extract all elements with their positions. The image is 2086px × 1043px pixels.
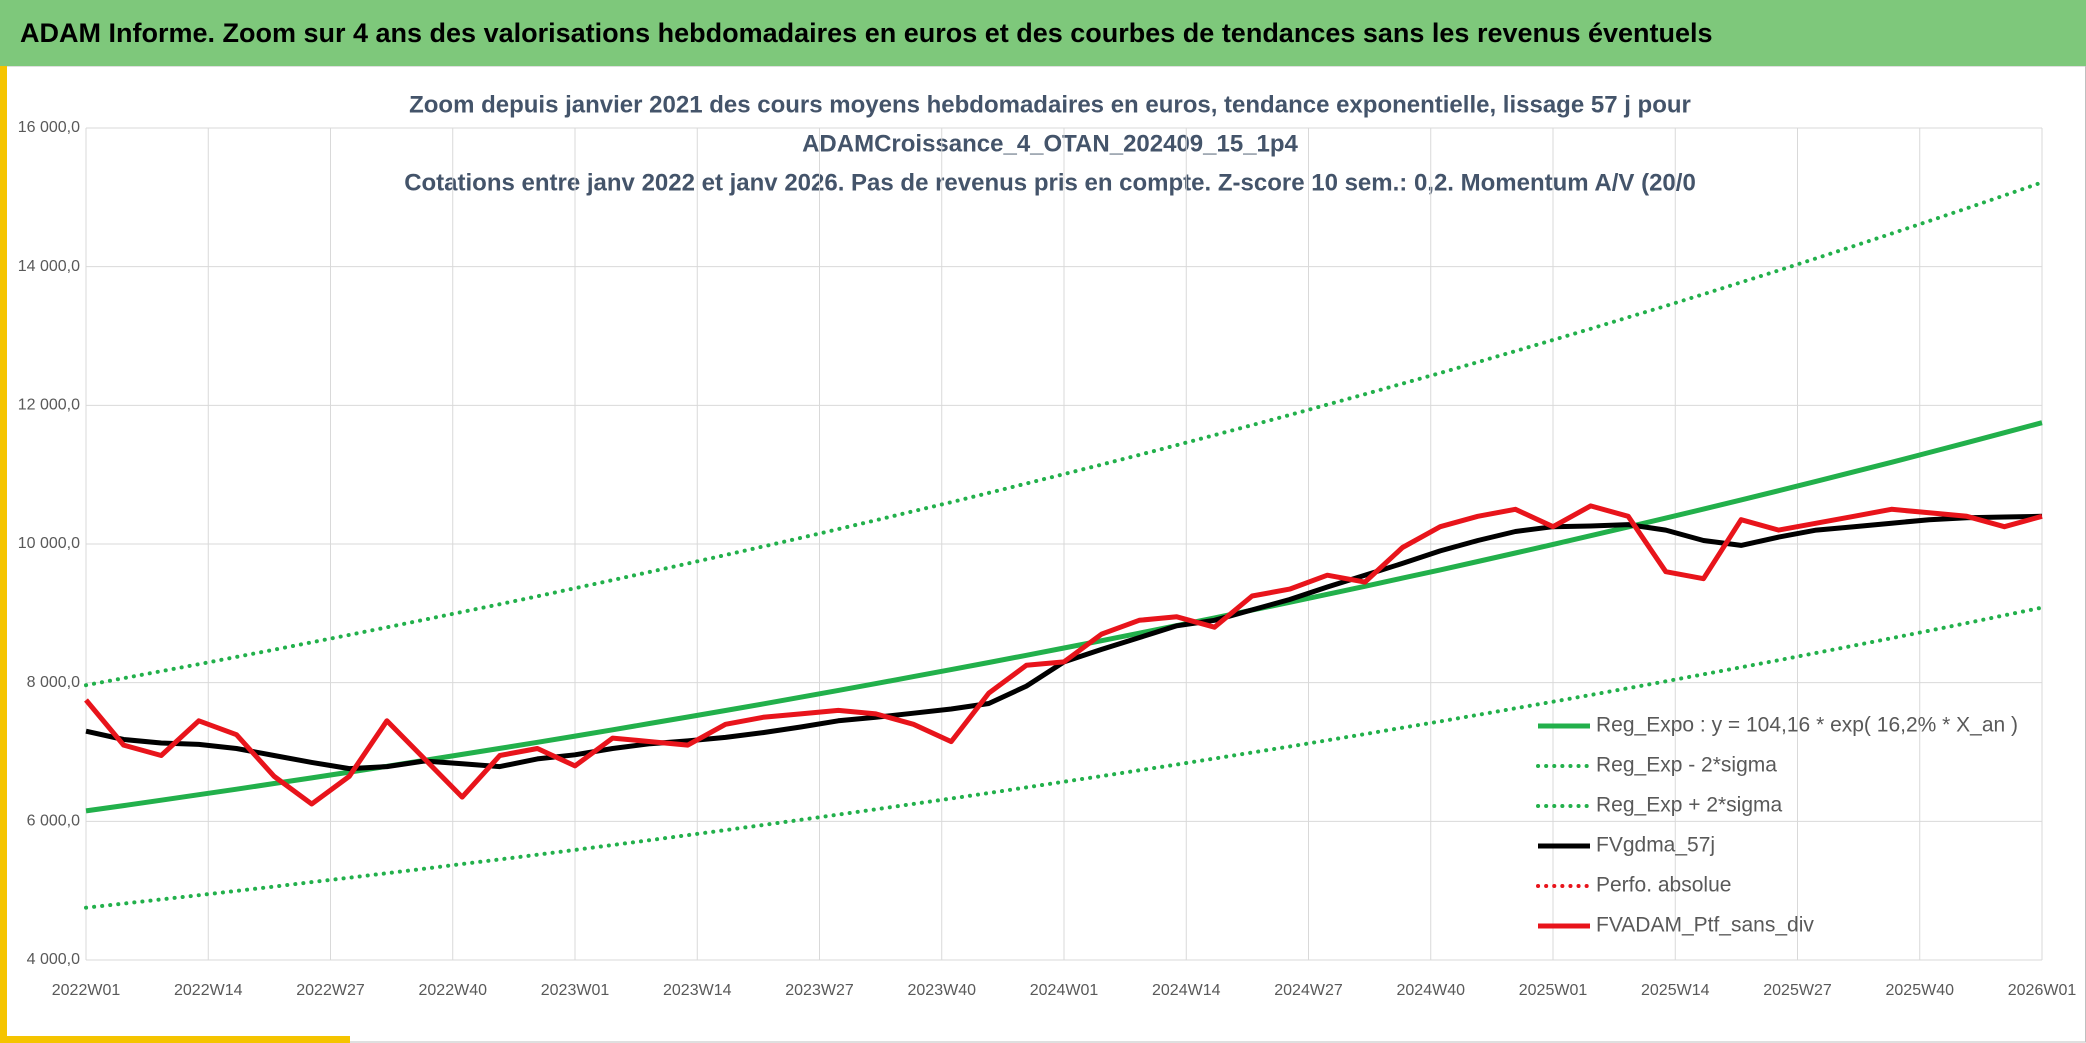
accent-bottom [0,1036,350,1043]
y-tick-label: 10 000,0 [18,535,80,552]
x-tick-label: 2023W14 [663,982,732,999]
header-title: ADAM Informe. Zoom sur 4 ans des valoris… [20,18,1713,48]
legend-label: Reg_Expo : y = 104,16 * exp( 16,2% * X_a… [1596,714,2018,737]
x-tick-label: 2022W14 [174,982,243,999]
x-tick-label: 2022W40 [419,982,488,999]
legend-label: Reg_Exp - 2*sigma [1596,754,1777,777]
header-bar [0,0,2086,66]
chart-title: ADAMCroissance_4_OTAN_202409_15_1p4 [802,130,1298,157]
x-tick-label: 2022W27 [296,982,365,999]
x-tick-label: 2024W40 [1397,982,1466,999]
legend-label: Perfo. absolue [1596,874,1731,897]
y-tick-label: 8 000,0 [27,674,80,691]
y-tick-label: 4 000,0 [27,951,80,968]
chart-title: Cotations entre janv 2022 et janv 2026. … [404,169,1696,196]
series-line [84,503,2043,807]
x-tick-label: 2023W40 [908,982,977,999]
x-tick-label: 2023W01 [541,982,610,999]
x-tick-label: 2025W01 [1519,982,1588,999]
x-tick-label: 2025W40 [1886,982,1955,999]
y-tick-label: 6 000,0 [27,813,80,830]
y-tick-label: 14 000,0 [18,258,80,275]
accent-left [0,66,7,1043]
series-line [84,180,2044,688]
x-tick-label: 2025W14 [1641,982,1710,999]
x-tick-label: 2023W27 [785,982,854,999]
x-tick-label: 2025W27 [1763,982,1832,999]
x-tick-label: 2024W01 [1030,982,1099,999]
chart-title: Zoom depuis janvier 2021 des cours moyen… [409,91,1691,118]
x-tick-label: 2022W01 [52,982,121,999]
legend-label: Reg_Exp + 2*sigma [1596,794,1783,817]
x-tick-label: 2024W27 [1274,982,1343,999]
legend-label: FVgdma_57j [1596,834,1715,857]
x-tick-label: 2024W14 [1152,982,1221,999]
legend-label: FVADAM_Ptf_sans_div [1596,914,1814,937]
x-tick-label: 2026W01 [2008,982,2077,999]
y-tick-label: 12 000,0 [18,397,80,414]
y-tick-label: 16 000,0 [18,119,80,136]
